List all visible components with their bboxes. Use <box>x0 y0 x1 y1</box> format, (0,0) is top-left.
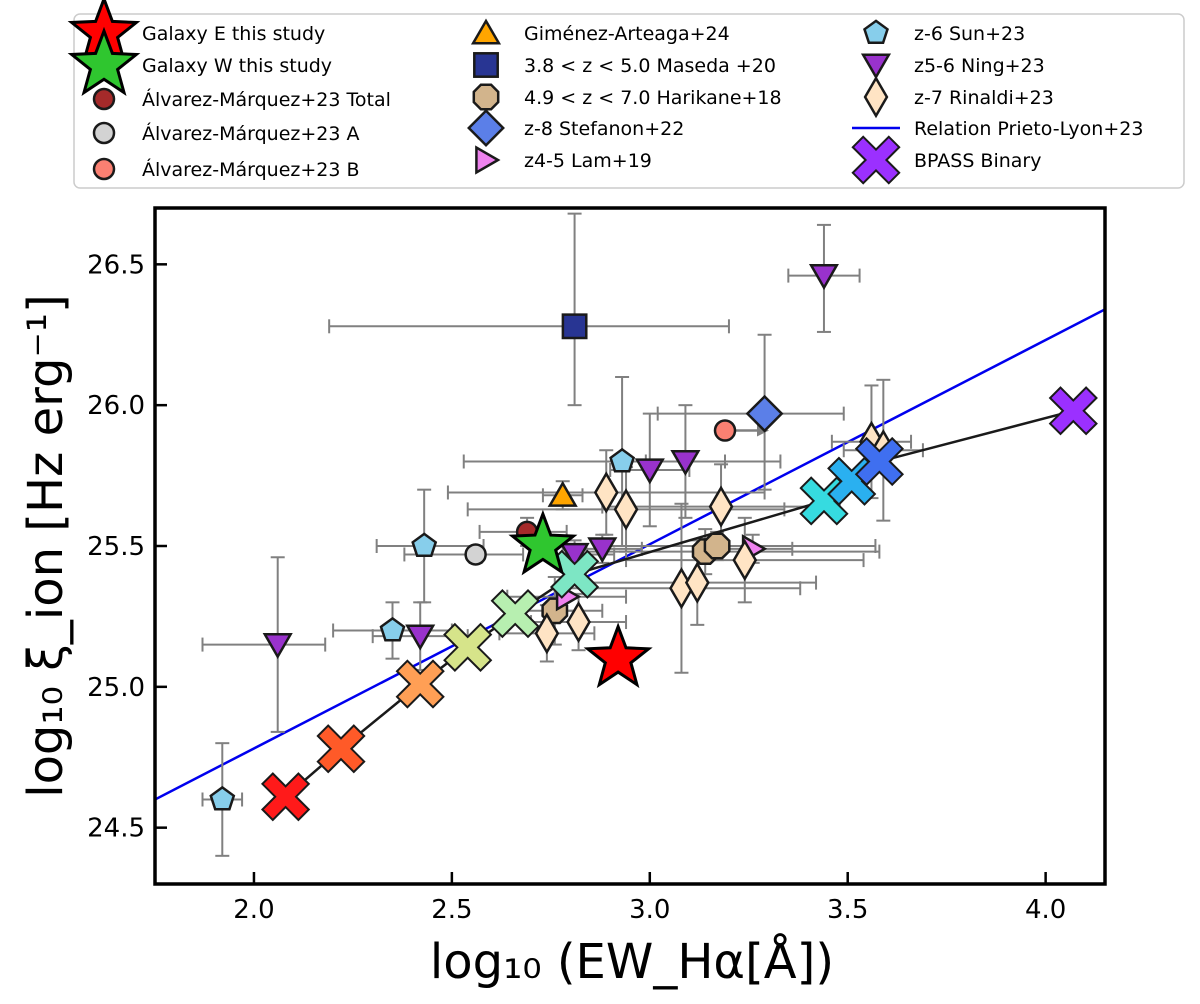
data-point-z-7-rinaldi-23 <box>708 485 734 528</box>
legend-item: 3.8 < z < 5.0 Maseda +20 <box>473 52 776 78</box>
x-tick-label: 3.0 <box>629 895 670 925</box>
legend-label: Álvarez-Márquez+23 Total <box>142 88 391 111</box>
x-tick-label: 2.5 <box>431 895 472 925</box>
data-point-z-7-rinaldi-23 <box>593 471 619 514</box>
legend-label: Galaxy W this study <box>142 55 332 77</box>
data-point-bpass-binary <box>443 622 493 673</box>
legend-item: Álvarez-Márquez+23 Total <box>92 87 391 111</box>
legend-marker <box>851 135 901 185</box>
data-point-bpass-binary <box>854 436 905 487</box>
legend-label: z-6 Sun+23 <box>914 23 1025 45</box>
data-point-lvarez-m-rquez-23-a <box>464 543 487 566</box>
legend-marker <box>467 109 505 147</box>
data-point-z5-6-ning-23 <box>634 458 665 485</box>
data-point-galaxy-w-this-study <box>508 509 578 576</box>
data-point-z-7-rinaldi-23 <box>684 561 710 604</box>
x-axis-label: log₁₀ (EW_Hα[Å]) <box>430 933 834 990</box>
legend-marker <box>475 145 501 175</box>
legend-item: z4-5 Lam+19 <box>475 145 652 175</box>
legend: Galaxy E this study Galaxy W this study Ál… <box>67 0 1143 185</box>
legend-item: Álvarez-Márquez+23 A <box>92 121 360 145</box>
legend-label: 4.9 < z < 7.0 Harikane+18 <box>524 87 782 109</box>
legend-item: BPASS Binary <box>851 135 1042 185</box>
data-point-bpass-binary <box>549 549 600 599</box>
legend-label: Álvarez-Márquez+23 B <box>142 158 360 181</box>
data-point-lvarez-m-rquez-23-b <box>713 419 737 442</box>
data-point-bpass-binary <box>260 772 311 822</box>
legend-marker <box>470 18 502 45</box>
legend-marker <box>863 19 889 45</box>
data-point-3-8-z-5-0-maseda-20 <box>561 313 588 340</box>
legend-marker <box>92 87 116 111</box>
legend-label: z-8 Stefanon+22 <box>524 118 684 140</box>
legend-label: z-7 Rinaldi+23 <box>914 87 1054 109</box>
legend-label: Galaxy E this study <box>142 23 325 45</box>
data-point-bpass-binary <box>395 659 445 709</box>
data-point-z5-6-ning-23 <box>587 537 618 564</box>
data-point-z-6-sun-23 <box>379 616 406 642</box>
data-point-4-9-z-7-0-harikane-18 <box>703 532 731 560</box>
y-tick-label: 25.5 <box>87 532 145 562</box>
y-axis-label: log₁₀ ξ_ion [Hz erg⁻¹] <box>18 294 74 798</box>
legend-item: Relation Prieto-Lyon+23 <box>852 118 1143 140</box>
data-point-z-6-sun-23 <box>209 785 236 811</box>
data-point-z-8-stefanon-22 <box>745 394 784 433</box>
y-tick-label: 24.5 <box>87 814 145 844</box>
data-point-z-7-rinaldi-23 <box>566 600 591 644</box>
data-point-z-7-rinaldi-23 <box>732 538 758 582</box>
data-point-z-7-rinaldi-23 <box>534 612 560 655</box>
data-point-galaxy-e-this-study <box>583 622 653 689</box>
legend-item: z-6 Sun+23 <box>863 19 1025 45</box>
x-tick-label: 3.5 <box>827 895 868 925</box>
legend-item: z-7 Rinaldi+23 <box>863 75 1054 119</box>
data-point-z-6-sun-23 <box>411 532 438 558</box>
legend-marker <box>863 75 889 119</box>
legend-label: Relation Prieto-Lyon+23 <box>914 118 1143 140</box>
x-tick-label: 4.0 <box>1025 895 1066 925</box>
relation-prieto-lyon-line <box>155 308 1105 801</box>
legend-marker <box>472 83 500 111</box>
x-tick-label: 2.0 <box>233 895 274 925</box>
legend-item: z5-6 Ning+23 <box>860 53 1045 80</box>
legend-marker <box>473 52 499 78</box>
data-point-z5-6-ning-23 <box>262 633 293 660</box>
data-point-gim-nez-arteaga-24 <box>547 480 578 507</box>
legend-marker <box>92 121 116 145</box>
legend-marker <box>92 157 116 181</box>
legend-item: Giménez-Arteaga+24 <box>470 18 730 45</box>
data-point-bpass-binary <box>490 588 540 639</box>
data-point-z5-6-ning-23 <box>670 449 701 476</box>
axes: 2.0 2.5 3.0 3.5 4.0 24.5 25.0 25.5 26.0 26.5 <box>87 250 1066 925</box>
plot-area <box>155 212 1105 857</box>
data-point-z5-6-ning-23 <box>559 542 590 570</box>
legend-label: Giménez-Arteaga+24 <box>524 23 730 45</box>
data-point-z5-6-ning-23 <box>808 264 839 291</box>
data-point-z5-6-ning-23 <box>405 624 436 651</box>
legend-item: Galaxy W this study <box>67 26 332 96</box>
data-point-bpass-binary <box>316 724 366 774</box>
legend-marker <box>860 53 892 80</box>
data-point-z-7-rinaldi-23 <box>613 488 639 531</box>
legend-label: z5-6 Ning+23 <box>914 55 1045 77</box>
legend-item: Álvarez-Márquez+23 B <box>92 157 360 181</box>
legend-marker <box>67 26 141 96</box>
y-tick-label: 26.5 <box>87 250 145 280</box>
legend-item: z-8 Stefanon+22 <box>467 109 684 147</box>
data-point-z-6-sun-23 <box>609 447 636 473</box>
y-tick-label: 26.0 <box>87 391 145 421</box>
y-tick-label: 25.0 <box>87 673 145 703</box>
legend-frame <box>73 13 1185 189</box>
legend-item: 4.9 < z < 7.0 Harikane+18 <box>472 83 782 111</box>
legend-label: 3.8 < z < 5.0 Maseda +20 <box>524 55 776 77</box>
legend-label: BPASS Binary <box>914 150 1042 172</box>
data-point-bpass-binary <box>1048 386 1098 436</box>
legend-label: z4-5 Lam+19 <box>524 150 652 172</box>
legend-label: Álvarez-Márquez+23 A <box>142 122 360 145</box>
